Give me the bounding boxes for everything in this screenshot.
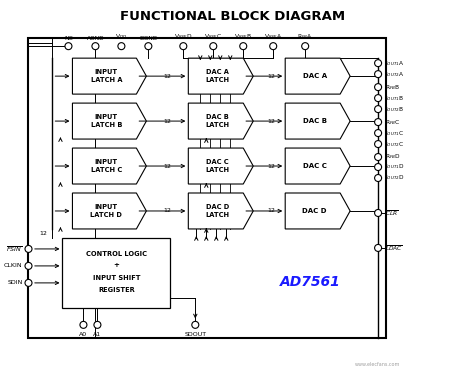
Text: NC: NC bbox=[64, 36, 73, 41]
Circle shape bbox=[269, 43, 276, 50]
Text: I$_{OUT2}$A: I$_{OUT2}$A bbox=[384, 70, 403, 79]
Text: V$_{DD}$: V$_{DD}$ bbox=[115, 32, 127, 41]
Circle shape bbox=[374, 244, 381, 252]
Polygon shape bbox=[285, 148, 350, 184]
Text: I$_{OUT2}$C: I$_{OUT2}$C bbox=[384, 139, 403, 149]
Circle shape bbox=[374, 130, 381, 136]
Text: I$_{OUT1}$B: I$_{OUT1}$B bbox=[384, 93, 403, 103]
Text: $\overline{LDAC}$: $\overline{LDAC}$ bbox=[384, 243, 402, 253]
Text: INPUT
LATCH B: INPUT LATCH B bbox=[91, 114, 122, 128]
Bar bbox=[63, 238, 170, 308]
Text: $\overline{FSIN}$: $\overline{FSIN}$ bbox=[6, 244, 22, 253]
Text: 12: 12 bbox=[267, 163, 275, 168]
Text: 12: 12 bbox=[267, 74, 275, 79]
Polygon shape bbox=[285, 58, 350, 94]
Text: CLKIN: CLKIN bbox=[4, 263, 22, 268]
Text: I$_{OUT2}$B: I$_{OUT2}$B bbox=[384, 105, 403, 114]
Text: DAC A: DAC A bbox=[302, 73, 326, 79]
Circle shape bbox=[374, 163, 381, 171]
Text: www.elecfans.com: www.elecfans.com bbox=[354, 362, 399, 367]
Text: DGND: DGND bbox=[139, 36, 157, 41]
Circle shape bbox=[25, 263, 32, 269]
Circle shape bbox=[209, 43, 216, 50]
Text: 12: 12 bbox=[39, 231, 47, 236]
Text: V$_{REF}$D: V$_{REF}$D bbox=[174, 32, 192, 41]
Text: 12: 12 bbox=[163, 74, 171, 79]
Text: AD7561: AD7561 bbox=[279, 275, 340, 289]
Text: FUNCTIONAL BLOCK DIAGRAM: FUNCTIONAL BLOCK DIAGRAM bbox=[119, 10, 344, 23]
Circle shape bbox=[94, 321, 100, 328]
Text: I$_{OUT1}$D: I$_{OUT1}$D bbox=[384, 163, 404, 171]
Text: INPUT
LATCH D: INPUT LATCH D bbox=[90, 204, 122, 218]
Text: INPUT
LATCH C: INPUT LATCH C bbox=[91, 159, 122, 173]
Text: DAC B
LATCH: DAC B LATCH bbox=[205, 114, 229, 128]
Text: DAC C: DAC C bbox=[302, 163, 326, 169]
Text: R$_{FB}$B: R$_{FB}$B bbox=[384, 83, 399, 92]
Polygon shape bbox=[72, 103, 146, 139]
Text: DAC D
LATCH: DAC D LATCH bbox=[205, 204, 229, 218]
Text: V$_{REF}$C: V$_{REF}$C bbox=[204, 32, 222, 41]
Polygon shape bbox=[72, 193, 146, 229]
Circle shape bbox=[374, 174, 381, 182]
Text: SDIN: SDIN bbox=[7, 280, 22, 285]
Text: A0: A0 bbox=[79, 332, 88, 337]
Text: 12: 12 bbox=[163, 119, 171, 124]
Text: INPUT SHIFT: INPUT SHIFT bbox=[93, 275, 140, 281]
Circle shape bbox=[374, 141, 381, 147]
Text: 12: 12 bbox=[267, 119, 275, 124]
Circle shape bbox=[374, 209, 381, 217]
Text: REGISTER: REGISTER bbox=[98, 287, 134, 293]
Text: R$_{FB}$A: R$_{FB}$A bbox=[297, 32, 313, 41]
Circle shape bbox=[65, 43, 72, 50]
Text: R$_{FB}$D: R$_{FB}$D bbox=[384, 153, 400, 162]
Circle shape bbox=[374, 106, 381, 112]
Text: V$_{REF}$B: V$_{REF}$B bbox=[234, 32, 252, 41]
Text: V$_{REF}$A: V$_{REF}$A bbox=[263, 32, 282, 41]
Circle shape bbox=[374, 71, 381, 78]
Circle shape bbox=[144, 43, 151, 50]
Text: INPUT
LATCH A: INPUT LATCH A bbox=[90, 70, 122, 83]
Circle shape bbox=[191, 321, 198, 328]
Circle shape bbox=[25, 245, 32, 252]
Circle shape bbox=[180, 43, 187, 50]
Text: 12: 12 bbox=[267, 209, 275, 214]
Text: I$_{OUT1}$A: I$_{OUT1}$A bbox=[384, 59, 403, 68]
Text: DAC B: DAC B bbox=[302, 118, 326, 124]
Circle shape bbox=[118, 43, 125, 50]
Circle shape bbox=[374, 119, 381, 125]
Text: I$_{OUT1}$C: I$_{OUT1}$C bbox=[384, 128, 403, 138]
Polygon shape bbox=[188, 58, 253, 94]
Circle shape bbox=[239, 43, 246, 50]
Text: DAC D: DAC D bbox=[302, 208, 326, 214]
Polygon shape bbox=[188, 148, 253, 184]
Text: I$_{OUT2}$D: I$_{OUT2}$D bbox=[384, 174, 404, 182]
Text: +: + bbox=[113, 262, 119, 268]
Polygon shape bbox=[188, 103, 253, 139]
Text: DAC A
LATCH: DAC A LATCH bbox=[205, 70, 229, 83]
Text: $\overline{CLR}$: $\overline{CLR}$ bbox=[384, 208, 398, 218]
Circle shape bbox=[374, 95, 381, 101]
Text: DAC C
LATCH: DAC C LATCH bbox=[205, 159, 229, 173]
Text: SDOUT: SDOUT bbox=[184, 332, 206, 337]
Circle shape bbox=[374, 84, 381, 90]
Text: 12: 12 bbox=[163, 209, 171, 214]
Circle shape bbox=[374, 154, 381, 160]
Text: 12: 12 bbox=[163, 163, 171, 168]
Circle shape bbox=[92, 43, 99, 50]
Bar bbox=[28, 38, 385, 338]
Text: CONTROL LOGIC: CONTROL LOGIC bbox=[86, 251, 147, 257]
Polygon shape bbox=[72, 58, 146, 94]
Circle shape bbox=[80, 321, 87, 328]
Circle shape bbox=[25, 279, 32, 287]
Text: R$_{FB}$C: R$_{FB}$C bbox=[384, 118, 400, 127]
Text: AGND: AGND bbox=[87, 36, 104, 41]
Polygon shape bbox=[285, 103, 350, 139]
Circle shape bbox=[301, 43, 308, 50]
Polygon shape bbox=[72, 148, 146, 184]
Circle shape bbox=[374, 60, 381, 66]
Polygon shape bbox=[285, 193, 350, 229]
Text: A1: A1 bbox=[93, 332, 101, 337]
Polygon shape bbox=[188, 193, 253, 229]
